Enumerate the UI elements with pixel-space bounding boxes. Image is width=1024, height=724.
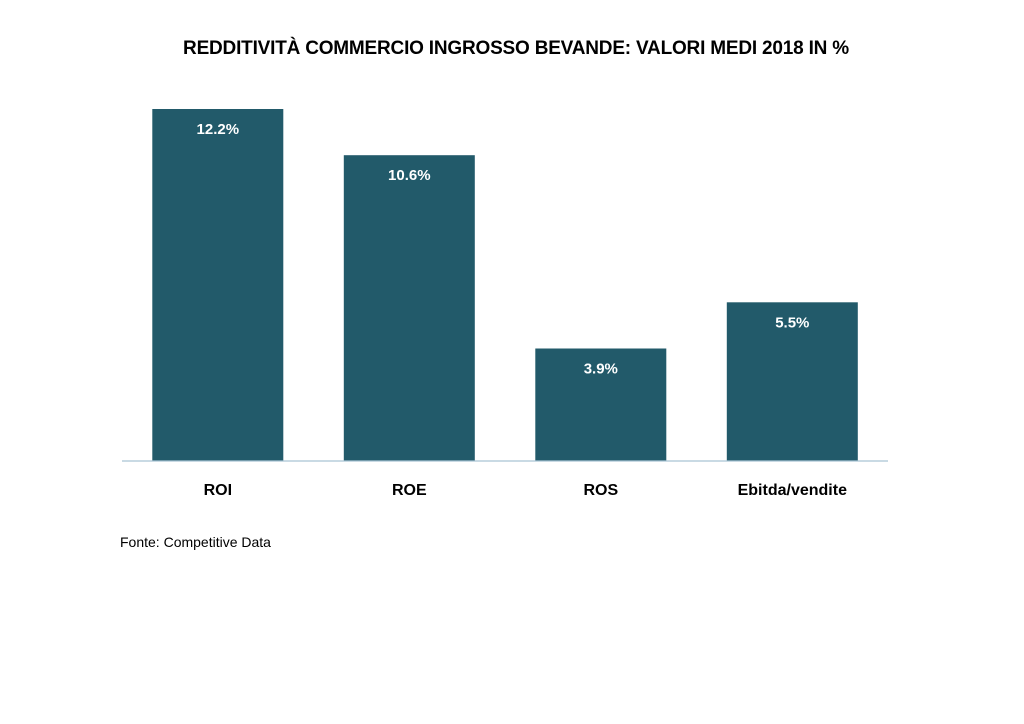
bar-ros	[535, 348, 667, 461]
bar-roe	[343, 155, 475, 461]
data-label: 10.6%	[388, 167, 431, 184]
data-label: 12.2%	[197, 121, 240, 138]
category-label: ROS	[583, 482, 618, 499]
data-label: 3.9%	[584, 361, 618, 378]
category-label: ROI	[204, 482, 232, 499]
bar-ebitda-vendite	[726, 302, 858, 461]
category-label: ROE	[392, 482, 427, 499]
data-label: 5.5%	[775, 314, 809, 331]
category-label: Ebitda/vendite	[738, 482, 847, 499]
source-note: Fonte: Competitive Data	[120, 534, 271, 550]
chart-title: REDDITIVITÀ COMMERCIO INGROSSO BEVANDE: …	[183, 38, 849, 59]
bar-roi	[152, 109, 284, 461]
